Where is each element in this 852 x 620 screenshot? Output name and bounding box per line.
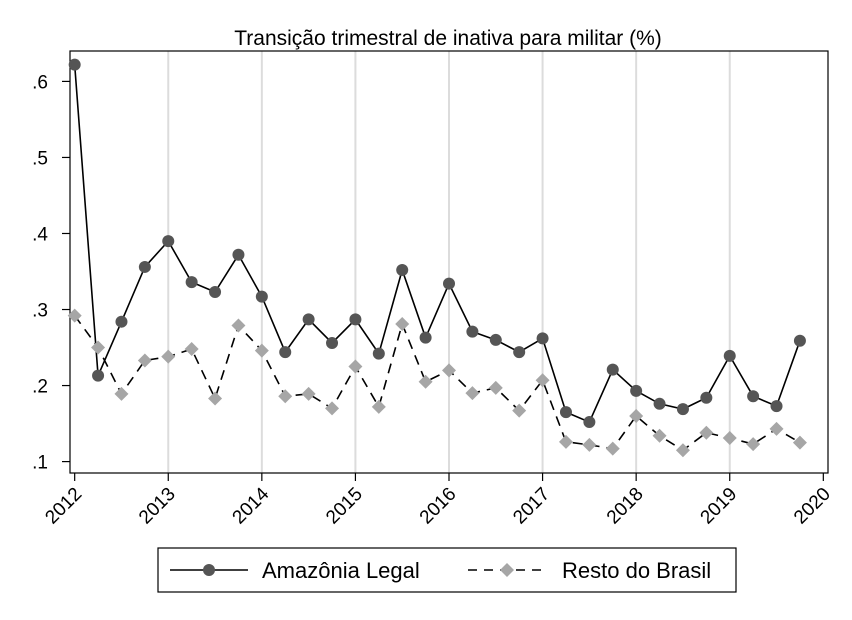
data-point-amazonia-legal — [396, 263, 409, 276]
data-point-resto-do-brasil — [746, 437, 761, 452]
legend-label-amazonia-legal: Amazônia Legal — [262, 558, 420, 583]
legend-label-resto-do-brasil: Resto do Brasil — [562, 558, 711, 583]
data-point-resto-do-brasil — [792, 435, 807, 450]
data-point-resto-do-brasil — [675, 443, 690, 458]
data-point-amazonia-legal — [68, 58, 81, 71]
data-point-resto-do-brasil — [535, 373, 550, 388]
data-point-amazonia-legal — [606, 363, 619, 376]
data-point-resto-do-brasil — [442, 363, 456, 378]
x-tick-label: 2020 — [790, 484, 835, 529]
x-tick-label: 2018 — [603, 484, 648, 529]
data-point-amazonia-legal — [232, 248, 245, 261]
data-point-resto-do-brasil — [348, 359, 363, 374]
series-line-resto-do-brasil — [74, 315, 801, 452]
data-point-resto-do-brasil — [769, 421, 784, 436]
data-point-amazonia-legal — [653, 397, 666, 410]
y-tick-label: .1 — [32, 453, 48, 474]
x-tick-label: 2013 — [135, 484, 180, 529]
legend-box — [157, 547, 737, 593]
series-amazonia-legal — [68, 58, 806, 429]
data-point-amazonia-legal — [349, 313, 362, 326]
data-point-resto-do-brasil — [137, 353, 152, 368]
data-point-amazonia-legal — [279, 346, 292, 359]
x-axis: 2012 2013 2014 2015 2016 2017 2018 2019 2020 — [41, 473, 835, 529]
data-point-amazonia-legal — [372, 347, 385, 360]
data-point-amazonia-legal — [793, 334, 806, 347]
data-point-resto-do-brasil — [488, 380, 503, 395]
data-point-resto-do-brasil — [114, 386, 129, 401]
data-point-amazonia-legal — [747, 390, 760, 403]
legend-item-resto-do-brasil: Resto do Brasil — [468, 558, 711, 583]
legend-marker-resto-do-brasil — [500, 563, 514, 577]
data-point-resto-do-brasil — [558, 434, 573, 449]
data-point-amazonia-legal — [209, 286, 222, 299]
data-point-resto-do-brasil — [605, 441, 620, 456]
data-point-resto-do-brasil — [67, 308, 82, 323]
y-tick-label: .6 — [32, 72, 48, 93]
data-point-resto-do-brasil — [418, 374, 433, 389]
y-tick-label: .4 — [32, 224, 48, 245]
data-point-amazonia-legal — [770, 400, 783, 413]
y-tick-label: .3 — [32, 301, 48, 322]
data-point-resto-do-brasil — [512, 403, 527, 418]
data-point-resto-do-brasil — [161, 349, 176, 364]
data-point-amazonia-legal — [466, 325, 479, 338]
data-point-resto-do-brasil — [278, 389, 293, 404]
data-point-amazonia-legal — [162, 235, 175, 248]
y-tick-label: .5 — [32, 148, 48, 169]
y-tick-label: .2 — [32, 377, 48, 398]
legend: Amazônia Legal Resto do Brasil — [157, 547, 737, 593]
x-tick-label: 2015 — [322, 484, 367, 529]
data-point-resto-do-brasil — [91, 340, 106, 355]
legend-marker-amazonia-legal — [203, 564, 215, 576]
data-point-resto-do-brasil — [699, 425, 714, 440]
data-point-resto-do-brasil — [582, 437, 597, 452]
data-point-amazonia-legal — [185, 276, 198, 289]
data-point-amazonia-legal — [676, 403, 689, 416]
chart-title: Transição trimestral de inativa para mil… — [234, 27, 662, 50]
legend-item-amazonia-legal: Amazônia Legal — [170, 558, 420, 583]
y-axis: .1 .2 .3 .4 .5 .6 — [32, 72, 70, 474]
data-point-resto-do-brasil — [184, 342, 199, 357]
data-point-amazonia-legal — [583, 416, 596, 429]
data-point-amazonia-legal — [723, 349, 736, 362]
x-tick-label: 2019 — [697, 484, 742, 529]
data-point-resto-do-brasil — [465, 386, 480, 401]
data-point-amazonia-legal — [326, 336, 339, 349]
data-point-resto-do-brasil — [301, 386, 316, 401]
x-tick-label: 2017 — [509, 484, 554, 529]
data-point-amazonia-legal — [302, 313, 315, 326]
data-point-resto-do-brasil — [231, 318, 246, 333]
data-point-amazonia-legal — [92, 369, 105, 382]
gridlines — [167, 51, 731, 473]
data-point-resto-do-brasil — [652, 428, 667, 443]
data-point-amazonia-legal — [489, 333, 502, 346]
data-point-amazonia-legal — [630, 384, 643, 397]
data-point-amazonia-legal — [255, 290, 268, 303]
data-point-amazonia-legal — [513, 346, 526, 359]
x-tick-label: 2012 — [41, 484, 86, 529]
data-point-resto-do-brasil — [395, 316, 410, 331]
data-point-amazonia-legal — [115, 315, 128, 328]
data-point-amazonia-legal — [536, 332, 549, 345]
series-line-amazonia-legal — [73, 64, 801, 424]
data-point-amazonia-legal — [559, 406, 572, 419]
data-point-resto-do-brasil — [371, 399, 386, 414]
data-point-resto-do-brasil — [629, 408, 644, 423]
data-point-amazonia-legal — [700, 391, 713, 404]
x-tick-label: 2014 — [229, 483, 274, 528]
data-point-resto-do-brasil — [208, 391, 223, 406]
data-point-resto-do-brasil — [325, 401, 340, 416]
data-point-amazonia-legal — [138, 260, 151, 273]
series-layer — [67, 58, 807, 458]
series-resto-do-brasil — [67, 308, 807, 458]
data-point-resto-do-brasil — [254, 343, 269, 358]
x-tick-label: 2016 — [416, 484, 461, 529]
data-point-amazonia-legal — [443, 277, 455, 290]
data-point-amazonia-legal — [419, 331, 432, 344]
data-point-resto-do-brasil — [722, 431, 737, 446]
